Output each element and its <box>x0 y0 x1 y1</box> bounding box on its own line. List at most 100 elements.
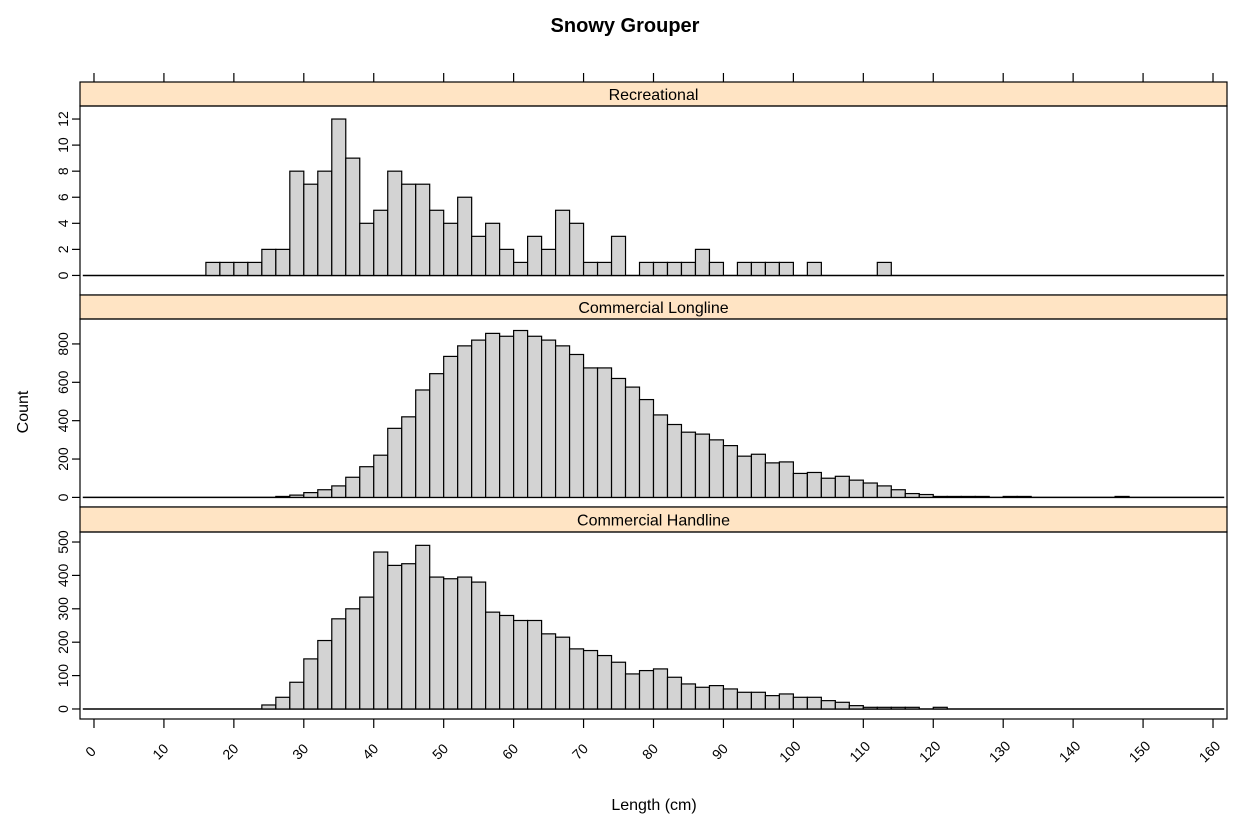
x-tick-label: 10 <box>149 740 171 762</box>
histogram-bar <box>820 477 836 499</box>
histogram-bar <box>527 235 543 277</box>
histogram-bar <box>750 691 767 710</box>
histogram-bar <box>443 578 459 710</box>
y-tick-label: 200 <box>55 630 71 654</box>
histogram-bar <box>401 416 417 499</box>
histogram-bar <box>415 544 431 710</box>
histogram-bar <box>596 367 613 499</box>
histogram-bar <box>513 261 529 277</box>
histogram-bar <box>359 596 375 710</box>
histogram-bar <box>764 462 780 499</box>
x-tick-label: 140 <box>1056 737 1084 765</box>
histogram-bar <box>345 157 361 277</box>
histogram-bar <box>848 479 864 499</box>
histogram-bar <box>275 696 291 710</box>
histogram-bar <box>834 475 850 499</box>
y-tick-label: 10 <box>55 137 71 153</box>
histogram-bar <box>289 494 305 499</box>
histogram-bar <box>373 551 389 710</box>
x-tick-label: 50 <box>429 740 451 762</box>
histogram-bar <box>261 248 277 277</box>
histogram-bar <box>582 367 599 499</box>
histogram-bar <box>233 261 249 277</box>
histogram-bar <box>485 611 501 710</box>
histogram-bar <box>471 339 487 499</box>
histogram-bar <box>736 691 753 710</box>
histogram-bar <box>750 261 767 277</box>
histogram-bar <box>568 222 585 277</box>
histogram-bar <box>638 398 655 499</box>
histogram-bar <box>359 466 375 499</box>
histogram-bar <box>471 581 487 710</box>
histogram-bar <box>568 648 585 710</box>
x-axis-label: Length (cm) <box>611 797 696 814</box>
histogram-bar <box>638 669 655 710</box>
histogram-bar <box>331 118 347 277</box>
histogram-bar <box>317 489 333 499</box>
histogram-bar <box>652 261 669 277</box>
histogram-bar <box>820 700 836 710</box>
histogram-bar <box>387 564 403 710</box>
histogram-bar <box>890 489 906 499</box>
histogram-bar <box>317 639 333 710</box>
histogram-bar <box>694 248 711 277</box>
histogram-bar <box>540 633 557 710</box>
histogram-bar <box>918 493 934 499</box>
histogram-bar <box>666 423 683 499</box>
histogram-bar <box>596 654 613 710</box>
y-tick-label: 12 <box>55 111 71 127</box>
histogram-bar <box>373 209 389 277</box>
histogram-bar <box>219 261 235 277</box>
histogram-bar <box>359 222 375 277</box>
histogram-bar <box>443 222 459 277</box>
histogram-bar <box>429 576 445 710</box>
histogram-bar <box>764 695 780 710</box>
histogram-bar <box>946 495 962 499</box>
panel-strip-label: Commercial Longline <box>578 300 728 317</box>
histogram-bar <box>554 209 571 277</box>
histogram-bar <box>387 427 403 499</box>
histogram-bar <box>261 704 277 710</box>
histogram-bar <box>694 433 711 499</box>
histogram-bar <box>429 209 445 277</box>
histogram-bar <box>680 261 697 277</box>
x-tick-label: 160 <box>1196 737 1224 765</box>
histogram-bar <box>1002 495 1018 499</box>
histogram-bar <box>708 685 725 710</box>
histogram-bar <box>750 453 767 499</box>
histogram-bar <box>778 461 794 499</box>
histogram-bar <box>499 335 515 499</box>
histogram-bar <box>527 335 543 499</box>
histogram-bar <box>680 431 697 499</box>
histogram-bar <box>932 495 948 499</box>
y-tick-label: 2 <box>55 245 71 253</box>
histogram-bar <box>652 414 669 499</box>
histogram-bar <box>443 355 459 499</box>
histogram-bar <box>610 235 627 277</box>
histogram-bar <box>974 495 990 499</box>
histogram-bar <box>331 618 347 710</box>
histogram-bar <box>876 485 892 499</box>
histogram-bar <box>1114 495 1130 499</box>
histogram-bar <box>499 248 515 277</box>
histogram-bar <box>485 332 501 499</box>
histogram-bar <box>331 485 347 499</box>
histogram-bar <box>303 183 319 277</box>
x-tick-label: 90 <box>709 740 731 762</box>
histogram-bar <box>932 706 948 710</box>
histogram-bar <box>415 183 431 277</box>
histogram-bar <box>862 706 878 710</box>
histogram-bar <box>275 495 291 499</box>
histogram-bar <box>540 248 557 277</box>
x-tick-label: 20 <box>219 740 241 762</box>
x-tick-label: 40 <box>359 740 381 762</box>
histogram-bar <box>666 676 683 710</box>
y-tick-label: 8 <box>55 167 71 175</box>
histogram-bar <box>876 261 892 277</box>
histogram-bar <box>345 608 361 710</box>
histogram-bar <box>303 492 319 499</box>
histogram-bar <box>806 696 822 710</box>
histogram-bar <box>596 261 613 277</box>
histogram-bar <box>513 619 529 710</box>
